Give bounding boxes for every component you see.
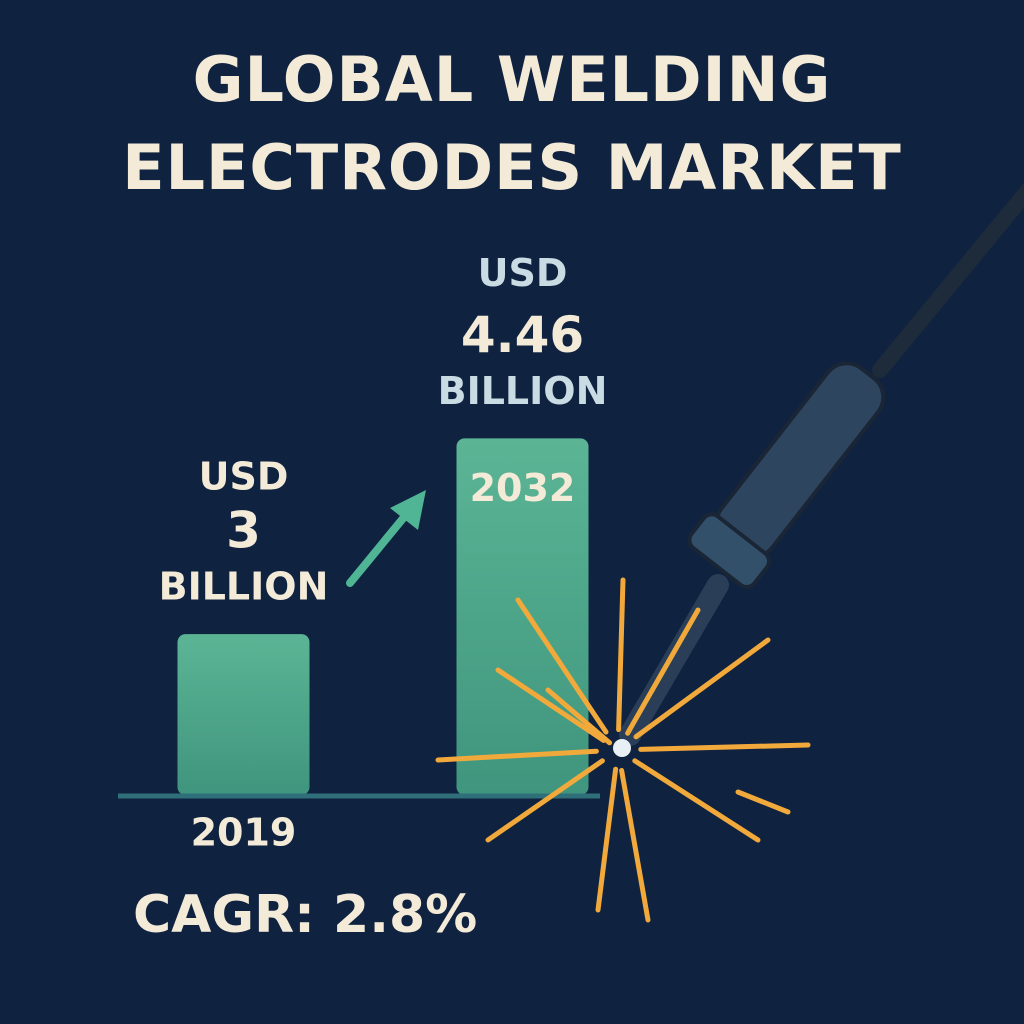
- value-label: 3: [226, 502, 261, 560]
- spark: [632, 758, 761, 843]
- growth-arrow: [346, 490, 426, 587]
- unit-label: BILLION: [159, 565, 329, 609]
- spark: [619, 767, 651, 923]
- cagr-annotation: CAGR: 2.8%: [133, 885, 477, 945]
- spark: [545, 687, 613, 746]
- spark: [485, 758, 605, 843]
- currency-label: USD: [478, 251, 568, 295]
- spark: [616, 577, 626, 733]
- x-tick-label: 2032: [470, 466, 576, 510]
- spark: [633, 637, 771, 740]
- spark: [625, 607, 701, 736]
- spark: [595, 766, 619, 913]
- chart-title: GLOBAL WELDING ELECTRODES MARKET: [122, 43, 902, 204]
- spark: [495, 667, 607, 743]
- x-tick-label: 2019: [191, 811, 297, 855]
- unit-label: BILLION: [438, 369, 608, 413]
- spark: [435, 748, 599, 763]
- spark: [515, 597, 609, 735]
- bar: [177, 634, 310, 795]
- sparks: [435, 577, 811, 923]
- welding-torch: [613, 182, 1024, 757]
- value-label: 4.46: [461, 306, 584, 364]
- spark: [638, 742, 811, 752]
- spark: [735, 789, 791, 815]
- currency-label: USD: [199, 455, 289, 499]
